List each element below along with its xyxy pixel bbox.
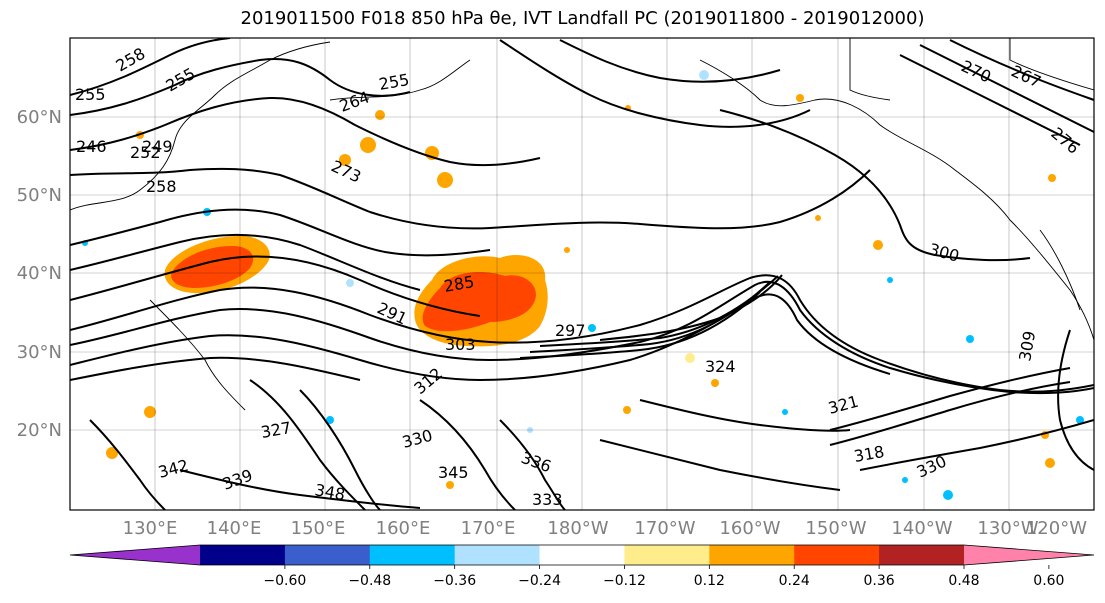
colorbar-tick-label: −0.48 [348,573,391,589]
colorbar-tick-label: 0.24 [779,573,810,589]
colorbar-tick-label: −0.36 [433,573,476,589]
contour-label: 252 [130,143,161,162]
colorbar-segment [200,545,286,565]
contour-label: 297 [555,321,586,340]
colorbar-tick-label: 0.12 [694,573,725,589]
map-panel: 258 255 255 255 246 252 249 258 264 273 … [70,38,1094,510]
colorbar-segment [454,545,541,565]
map-frame [69,37,1095,511]
colorbar: −0.60 −0.48 −0.36 −0.24 −0.12 0.12 0.24 0.36 0.4… [69,544,1095,589]
colorbar-extension-min [70,545,200,565]
colorbar-segment [794,545,880,565]
contour-label: 246 [76,137,107,156]
latitude-labels: 60°N 50°N 40°N 30°N 20°N [17,107,62,441]
contour-label: 324 [705,357,736,376]
lat-label-40n: 40°N [17,263,62,284]
colorbar-tick-label: −0.24 [518,573,561,589]
colorbar-outline [69,544,1095,566]
lon-label: 180°W [547,518,608,539]
contour-label: 258 [146,177,177,196]
longitude-labels: 130°E 140°E 150°E 160°E 170°E 180°W 170°… [123,518,1088,539]
lon-label: 150°E [291,518,346,539]
lat-label-60n: 60°N [17,107,62,128]
colorbar-segment [624,545,710,565]
colorbar-segment [709,545,795,565]
contour-label: 345 [438,463,469,482]
lon-label: 140°W [891,518,952,539]
lon-label: 130°W [977,518,1038,539]
lon-label: 160°W [719,518,780,539]
lon-label: 130°E [123,518,178,539]
lon-label: 140°E [207,518,262,539]
colorbar-tick-label: −0.60 [263,573,306,589]
contour-label: 249 [142,137,173,156]
contour-label: 255 [75,85,106,104]
map-title: 2019011500 F018 850 hPa θe, IVT Landfall… [240,8,925,29]
colorbar-tick-label: 0.36 [864,573,895,589]
pc-fill-regions [82,70,1084,500]
colorbar-segment [284,545,371,565]
colorbar-segment [539,545,625,565]
lat-label-20n: 20°N [17,420,62,441]
graticule [70,38,1094,510]
colorbar-tick-label: −0.12 [603,573,646,589]
colorbar-extension-max [964,545,1094,565]
lat-label-30n: 30°N [17,342,62,363]
colorbar-segment [879,545,965,565]
theta-e-contours [70,38,1094,510]
lon-label: 160°E [376,518,431,539]
lon-label: 170°E [461,518,516,539]
lon-label: 120°W [1026,518,1087,539]
contour-label: 333 [532,490,563,509]
lon-label: 170°W [634,518,695,539]
lat-label-50n: 50°N [17,185,62,206]
contour-label: 303 [445,335,476,354]
colorbar-segment [369,545,456,565]
colorbar-tick-label: 0.48 [948,573,979,589]
lon-label: 150°W [805,518,866,539]
colorbar-tick-label: 0.60 [1033,573,1064,589]
